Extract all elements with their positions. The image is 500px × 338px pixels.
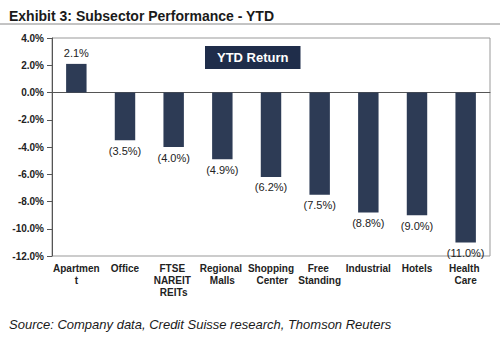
svg-text:-4.0%: -4.0% — [18, 142, 44, 153]
svg-text:Center: Center — [254, 275, 289, 286]
svg-text:Apartmen: Apartmen — [53, 263, 100, 274]
svg-text:(6.2%): (6.2%) — [255, 181, 287, 193]
svg-text:Source: Company data, Credit S: Source: Company data, Credit Suisse rese… — [9, 317, 392, 332]
svg-text:2.0%: 2.0% — [21, 60, 44, 71]
svg-text:REITs: REITs — [160, 287, 188, 298]
svg-text:(4.0%): (4.0%) — [157, 152, 189, 164]
svg-text:-8.0%: -8.0% — [18, 196, 44, 207]
svg-text:(8.8%): (8.8%) — [352, 217, 384, 229]
svg-text:FTSE: FTSE — [159, 263, 187, 274]
svg-text:(9.0%): (9.0%) — [401, 220, 433, 232]
svg-text:t: t — [75, 275, 79, 286]
svg-text:Standing: Standing — [298, 275, 341, 286]
svg-text:2.1%: 2.1% — [64, 47, 89, 59]
svg-text:-12.0%: -12.0% — [12, 251, 44, 262]
svg-text:YTD Return: YTD Return — [217, 50, 289, 65]
svg-text:NAREIT: NAREIT — [154, 275, 194, 286]
svg-text:Industrial: Industrial — [346, 263, 391, 274]
svg-text:Free: Free — [308, 263, 332, 274]
svg-text:0.0%: 0.0% — [21, 87, 44, 98]
svg-text:Hotels: Hotels — [402, 263, 433, 274]
svg-text:(3.5%): (3.5%) — [109, 145, 141, 157]
svg-text:Regional: Regional — [200, 263, 245, 274]
svg-text:4.0%: 4.0% — [21, 33, 44, 44]
svg-text:-10.0%: -10.0% — [12, 223, 44, 234]
svg-text:Malls: Malls — [210, 275, 235, 286]
svg-text:(11.0%): (11.0%) — [447, 247, 485, 259]
svg-text:(4.9%): (4.9%) — [206, 164, 238, 176]
svg-text:Office: Office — [111, 263, 140, 274]
svg-text:Care: Care — [455, 275, 478, 286]
svg-text:(7.5%): (7.5%) — [303, 199, 335, 211]
svg-text:Health: Health — [449, 263, 482, 274]
svg-text:Shopping: Shopping — [248, 263, 294, 274]
svg-text:-2.0%: -2.0% — [18, 114, 44, 125]
svg-text:-6.0%: -6.0% — [18, 169, 44, 180]
svg-text:Exhibit 3: Subsector Performan: Exhibit 3: Subsector Performance - YTD — [9, 8, 274, 24]
